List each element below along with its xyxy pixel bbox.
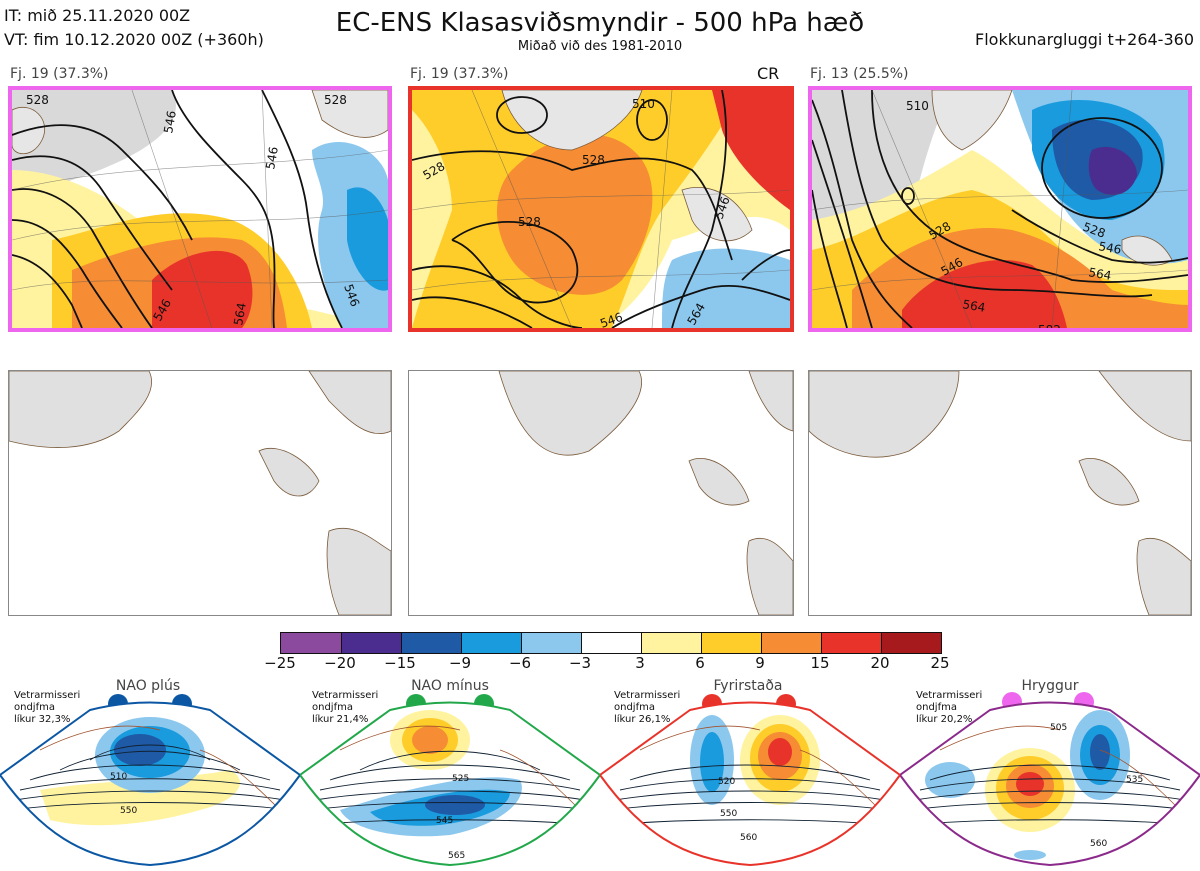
colorbar [280, 632, 942, 654]
regime-map-nao-plus: 510 550 [0, 701, 300, 867]
colorbar-tick-label: −20 [324, 654, 356, 672]
contour-label: 510 [906, 99, 929, 113]
regime-2-frequency: Vetrarmisseri ondjfma líkur 21,4% [312, 690, 379, 725]
contour-label: 546 [598, 310, 624, 328]
contour-label: 528 [26, 93, 49, 107]
colorbar-tick-label: 3 [635, 654, 645, 672]
contour-label: 564 [961, 297, 986, 315]
colorbar-tick-label: 9 [755, 654, 765, 672]
regime-3-frequency: Vetrarmisseri ondjfma líkur 26,1% [614, 690, 681, 725]
regime-2-title: NAO mínus [411, 678, 489, 694]
contour-label: 546 [1097, 239, 1122, 257]
classification-window: Flokkunargluggi t+264-360 [975, 30, 1194, 49]
regime-contour-label: 525 [452, 774, 469, 784]
colorbar-segment [341, 633, 401, 653]
colorbar-segment [761, 633, 821, 653]
colorbar-segment [641, 633, 701, 653]
colorbar-segment [581, 633, 641, 653]
colorbar-segment [401, 633, 461, 653]
contour-label: 528 [518, 215, 541, 229]
regime-map-blocking: 520 550 560 [600, 701, 900, 867]
contour-label: 546 [161, 110, 179, 135]
regime-contour-label: 560 [1090, 839, 1107, 849]
contour-label: 564 [1087, 265, 1112, 283]
page-subtitle: Miðað við des 1981-2010 [517, 39, 683, 54]
page-title: EC-ENS Klasasviðsmyndir - 500 hPa hæð [335, 8, 865, 38]
regime-contour-label: 550 [720, 809, 737, 819]
colorbar-segment [881, 633, 941, 653]
regime-map-ridge: 505 535 560 [900, 701, 1200, 867]
cluster-map-1: 528 546 528 546 564 546 546 [8, 86, 392, 332]
initial-time: IT: mið 25.11.2020 00Z [4, 6, 191, 25]
contour-label: 528 [582, 153, 605, 167]
colorbar-tick-label: 15 [810, 654, 830, 672]
regime-contour-label: 505 [1050, 723, 1067, 733]
colorbar-segment [701, 633, 761, 653]
panel-1-label: Fj. 19 (37.3%) [10, 66, 109, 82]
valid-time: VT: fim 10.12.2020 00Z (+360h) [4, 30, 264, 49]
panel-3-label: Fj. 13 (25.5%) [810, 66, 909, 82]
empty-map-3 [808, 370, 1192, 616]
cluster-map-3: 510 528 546 528 546 564 564 582 [808, 86, 1192, 332]
regime-contour-label: 565 [448, 851, 465, 861]
regime-contour-label: 545 [436, 816, 453, 826]
regime-contour-label: 510 [110, 772, 127, 782]
colorbar-segment [821, 633, 881, 653]
colorbar-tick-label: 6 [695, 654, 705, 672]
colorbar-tick-label: −9 [448, 654, 472, 672]
regime-contour-label: 560 [740, 833, 757, 843]
regime-contour-label: 535 [1126, 775, 1143, 785]
regime-contour-label: 550 [120, 806, 137, 816]
contour-label: 564 [231, 302, 249, 327]
colorbar-segment [461, 633, 521, 653]
colorbar-tick-label: −25 [264, 654, 296, 672]
colorbar-tick-label: 20 [870, 654, 890, 672]
cluster-map-2: 510 528 528 528 546 546 564 [408, 86, 794, 332]
colorbar-tick-label: −15 [384, 654, 416, 672]
colorbar-segment [521, 633, 581, 653]
panel-2-label: Fj. 19 (37.3%) [410, 66, 509, 82]
colorbar-tick-label: 25 [930, 654, 950, 672]
colorbar-ticks: −25 −20 −15 −9 −6 −3 3 6 9 15 20 25 [0, 654, 1200, 674]
contour-label: 546 [263, 146, 281, 171]
colorbar-tick-label: −6 [508, 654, 532, 672]
regime-4-title: Hryggur [1021, 678, 1079, 694]
colorbar-segment [281, 633, 341, 653]
regime-contour-label: 520 [718, 777, 735, 787]
regime-3-title: Fyrirstaða [713, 678, 783, 694]
regime-4-frequency: Vetrarmisseri ondjfma líkur 20,2% [916, 690, 983, 725]
contour-label: 528 [324, 93, 347, 107]
empty-map-1 [8, 370, 392, 616]
regime-1-title: NAO plús [115, 678, 181, 694]
regime-map-nao-minus: 525 545 565 [300, 701, 600, 867]
contour-label: 510 [632, 97, 655, 111]
contour-label: 582 [1038, 323, 1061, 328]
empty-map-2 [408, 370, 794, 616]
panel-2-tag: CR [757, 64, 780, 83]
regime-1-frequency: Vetrarmisseri ondjfma líkur 32,3% [14, 690, 81, 725]
colorbar-tick-label: −3 [568, 654, 592, 672]
